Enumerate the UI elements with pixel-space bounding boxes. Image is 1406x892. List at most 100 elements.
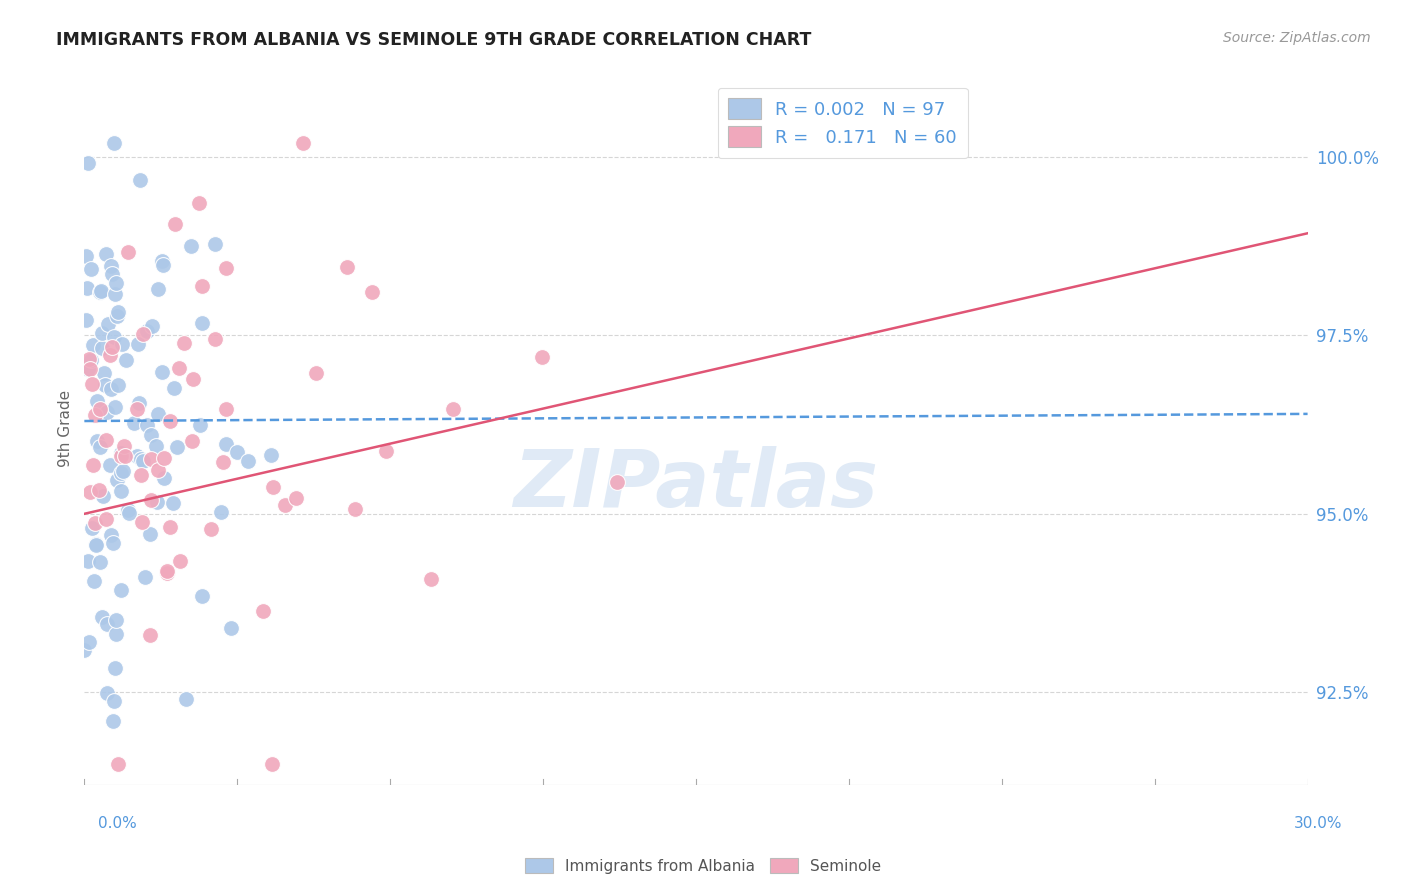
Point [110,484,132,499]
Point [93,366,115,380]
Point [336,260,359,275]
Point [141,492,163,507]
Point [100,348,122,362]
Point [97,317,120,331]
Point [129,452,152,467]
Point [146,495,169,509]
Point [77,362,100,376]
Point [139,452,162,467]
Point [150,365,173,379]
Point [176,692,198,706]
Point [215,401,238,416]
Point [219,621,242,635]
Point [103,330,125,344]
Point [252,604,274,618]
Text: 30.0%: 30.0% [1295,816,1343,831]
Point [238,454,260,468]
Point [82,338,104,352]
Point [110,449,132,463]
Point [204,332,226,346]
Point [291,136,314,150]
Point [190,316,212,330]
Point [163,381,186,395]
Point [91,326,114,341]
Point [215,436,238,450]
Legend: Immigrants from Albania, Seminole: Immigrants from Albania, Seminole [519,852,887,880]
Point [139,526,162,541]
Point [375,443,398,458]
Point [148,407,170,421]
Point [131,515,153,529]
Point [104,277,127,291]
Point [90,284,112,298]
Point [188,196,211,211]
Point [80,376,103,391]
Point [129,173,152,187]
Point [200,522,222,536]
Point [225,445,247,459]
Point [105,613,128,627]
Point [274,498,297,512]
Point [204,237,226,252]
Point [100,528,122,542]
Point [80,353,103,368]
Y-axis label: 9th Grade: 9th Grade [58,390,73,467]
Point [112,439,135,453]
Point [212,455,235,469]
Point [80,520,103,534]
Point [747,136,769,150]
Point [166,440,188,454]
Point [103,714,125,728]
Point [146,462,169,476]
Point [209,505,232,519]
Point [77,352,100,367]
Point [127,336,149,351]
Point [135,417,157,432]
Point [260,448,283,462]
Point [110,446,132,460]
Point [89,483,111,497]
Point [215,260,238,275]
Point [111,336,134,351]
Point [117,244,139,259]
Point [91,610,114,624]
Point [138,628,160,642]
Point [94,512,117,526]
Point [94,433,117,447]
Point [305,366,328,380]
Point [73,643,96,657]
Point [107,378,129,392]
Point [110,467,132,481]
Point [141,318,163,333]
Point [420,572,443,586]
Point [105,309,128,323]
Point [103,694,125,708]
Point [159,414,181,428]
Point [115,353,138,368]
Point [101,536,124,550]
Point [118,506,141,520]
Point [112,464,135,478]
Point [100,267,122,281]
Point [132,327,155,342]
Point [152,450,174,465]
Point [89,440,111,454]
Point [156,566,179,580]
Point [91,490,114,504]
Point [114,449,136,463]
Point [90,341,112,355]
Text: ZIPatlas: ZIPatlas [513,446,879,524]
Point [343,502,366,516]
Point [136,324,159,338]
Point [104,400,127,414]
Point [83,516,105,531]
Point [100,382,122,396]
Point [84,409,107,423]
Point [76,554,98,568]
Point [162,496,184,510]
Point [260,756,283,771]
Point [152,258,174,272]
Point [146,282,169,296]
Point [104,661,127,675]
Point [103,136,125,150]
